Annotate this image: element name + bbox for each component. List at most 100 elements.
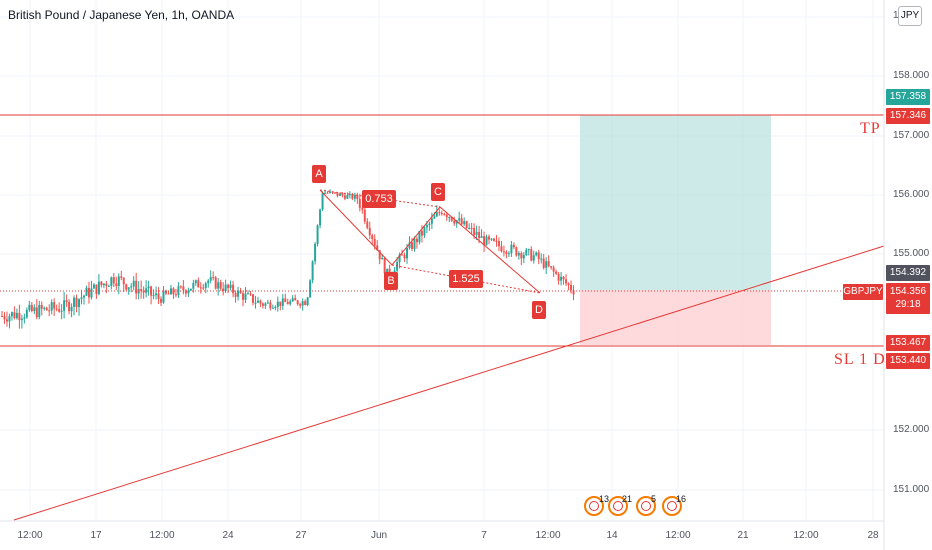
candle-body xyxy=(264,303,267,306)
candle-body xyxy=(562,276,565,280)
candle-body xyxy=(58,308,61,312)
candle-body xyxy=(95,284,98,295)
candle-body xyxy=(311,261,314,281)
candle-body xyxy=(346,195,349,199)
candle-body xyxy=(460,218,463,225)
candle-body xyxy=(45,307,48,311)
candle-body xyxy=(271,307,274,309)
candle-body xyxy=(517,252,520,256)
candle-body xyxy=(122,277,125,285)
candle-body xyxy=(140,289,143,291)
candle-body xyxy=(463,221,466,225)
candle-body xyxy=(428,223,431,226)
event-count: 21 xyxy=(622,494,633,504)
candle-body xyxy=(73,297,76,307)
time-tick: 17 xyxy=(90,530,102,541)
candle-body xyxy=(291,298,294,302)
candle-body xyxy=(217,282,220,289)
time-tick: 12:00 xyxy=(793,530,819,541)
currency-scale-button[interactable]: JPY xyxy=(898,6,922,26)
candle-body xyxy=(279,301,282,306)
ratio-label-bcd: 1.525 xyxy=(449,270,483,288)
event-flag-icon[interactable] xyxy=(584,496,604,516)
event-count: 13 xyxy=(599,494,610,504)
candle-body xyxy=(368,227,371,236)
candle-body xyxy=(321,193,324,210)
candle-body xyxy=(145,288,148,293)
candle-body xyxy=(572,290,575,295)
pattern-point-b[interactable]: B xyxy=(384,272,398,290)
candle-body xyxy=(35,307,38,318)
candle-body xyxy=(242,293,245,300)
candle-body xyxy=(212,277,215,279)
time-tick: 12:00 xyxy=(665,530,691,541)
candle-body xyxy=(341,193,344,196)
candle-body xyxy=(33,307,36,312)
time-tick: 21 xyxy=(737,530,749,541)
time-tick: 14 xyxy=(606,530,618,541)
candle-body xyxy=(125,284,128,290)
candle-body xyxy=(40,304,43,309)
candle-body xyxy=(234,293,237,297)
candle-body xyxy=(197,280,200,288)
candle-body xyxy=(353,195,356,199)
candle-body xyxy=(329,191,331,193)
candle-body xyxy=(239,290,242,294)
candle-body xyxy=(530,249,533,261)
price-tick: 151.000 xyxy=(893,484,930,495)
time-tick: 27 xyxy=(295,530,307,541)
candle-body xyxy=(97,281,100,295)
price-tick: 156.000 xyxy=(893,189,930,200)
candle-body xyxy=(23,317,26,319)
candle-body xyxy=(162,290,165,303)
candle-body xyxy=(28,304,31,310)
candle-body xyxy=(560,276,563,281)
candle-body xyxy=(157,293,160,299)
candle-body xyxy=(567,283,570,286)
candle-body xyxy=(87,287,90,298)
candle-body xyxy=(8,316,11,322)
candle-body xyxy=(547,261,550,267)
bar-countdown: 29:18 xyxy=(895,299,921,310)
candle-body xyxy=(55,308,58,310)
candle-body xyxy=(1,315,3,317)
event-flag-icon[interactable] xyxy=(662,496,682,516)
time-tick: 24 xyxy=(222,530,234,541)
candle-body xyxy=(53,302,56,309)
candle-body xyxy=(458,218,461,221)
candle-body xyxy=(13,312,16,319)
pattern-leg-lines xyxy=(319,189,541,294)
candle-body xyxy=(450,217,453,221)
candle-body xyxy=(301,301,304,306)
pattern-point-a[interactable]: A xyxy=(312,165,326,183)
candle-body xyxy=(448,217,451,219)
price-tick: 155.000 xyxy=(893,248,930,259)
candles xyxy=(1,189,575,329)
pattern-point-d[interactable]: D xyxy=(532,301,546,319)
candle-body xyxy=(316,225,319,244)
event-count: 5 xyxy=(651,494,657,504)
candle-body xyxy=(222,288,225,292)
candle-body xyxy=(249,293,252,295)
candle-body xyxy=(5,319,8,322)
trend-line xyxy=(13,245,885,521)
candle-body xyxy=(470,227,473,229)
candle-body xyxy=(420,230,423,236)
candle-body xyxy=(525,249,528,255)
price-tick: 157.000 xyxy=(893,130,930,141)
time-tick: 12:00 xyxy=(149,530,175,541)
candle-body xyxy=(366,221,369,228)
candle-body xyxy=(401,254,404,256)
pattern-point-c[interactable]: C xyxy=(431,183,445,201)
candle-body xyxy=(274,306,277,308)
event-flag-icon[interactable] xyxy=(636,496,656,516)
candle-body xyxy=(490,238,493,240)
event-flag-icon[interactable] xyxy=(608,496,628,516)
candle-body xyxy=(557,273,560,281)
candle-body xyxy=(453,220,456,224)
candle-body xyxy=(147,286,150,289)
candle-body xyxy=(65,300,68,302)
candle-body xyxy=(425,225,428,228)
